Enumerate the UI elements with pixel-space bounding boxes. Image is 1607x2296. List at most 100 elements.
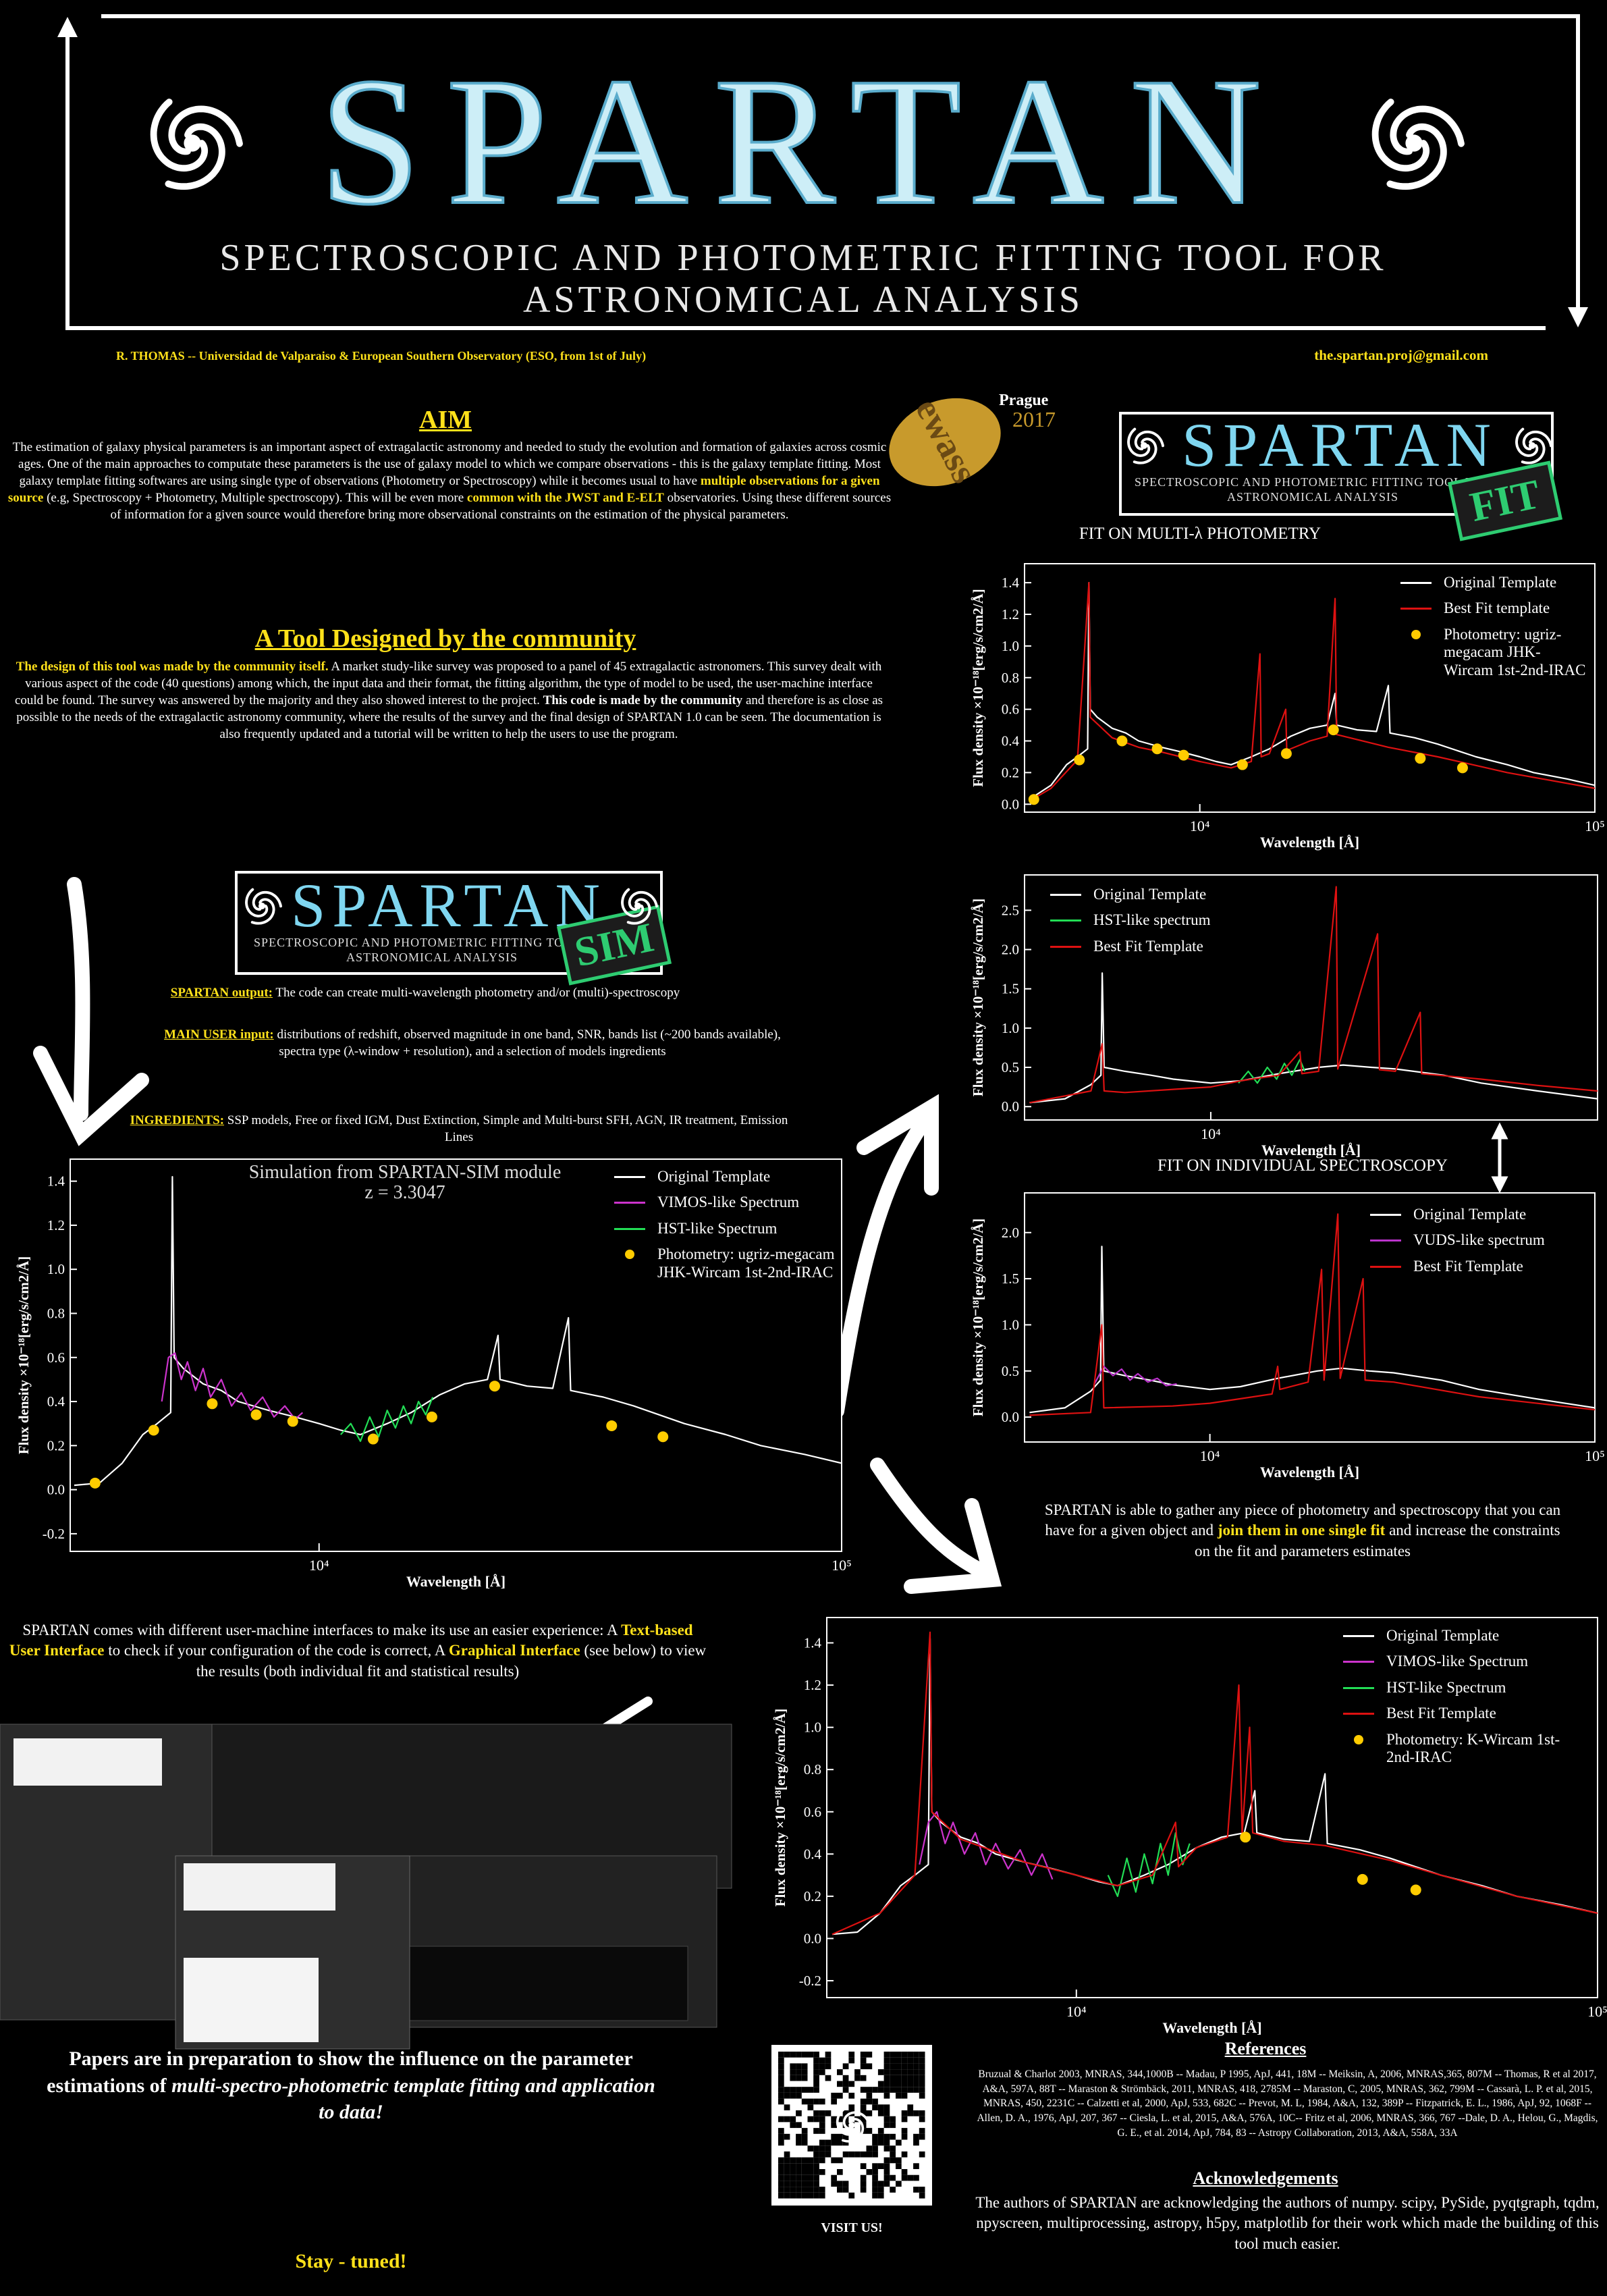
qr-module bbox=[784, 2116, 790, 2123]
y-tick-label: 0.4 bbox=[47, 1393, 65, 1410]
legend-item: HST-like Spectrum bbox=[1343, 1679, 1566, 1697]
y-tick-label: 0.8 bbox=[804, 1761, 821, 1778]
x-axis-label: Wavelength [Å] bbox=[1260, 834, 1359, 851]
legend-item: Photometry: K-Wircam 1st-2nd-IRAC bbox=[1343, 1731, 1566, 1767]
qr-module bbox=[877, 2104, 884, 2110]
y-tick-label: 0.4 bbox=[1002, 733, 1020, 749]
legend-swatch bbox=[614, 1227, 645, 1230]
spiral-icon bbox=[1515, 427, 1552, 464]
qr-module bbox=[825, 2151, 832, 2158]
qr-module bbox=[907, 2069, 914, 2075]
qr-module bbox=[896, 2069, 902, 2075]
qr-module bbox=[883, 2181, 890, 2187]
qr-module bbox=[796, 2092, 802, 2099]
qr-module bbox=[819, 2139, 825, 2146]
spectrum-line bbox=[1238, 1059, 1306, 1084]
legend-swatch bbox=[614, 1202, 645, 1204]
qr-module bbox=[866, 2128, 873, 2134]
qr-module bbox=[813, 2063, 819, 2070]
qr-module bbox=[796, 2157, 802, 2164]
series-group bbox=[832, 1631, 1598, 1935]
poster-subtitle: ASTRONOMICAL ANALYSIS bbox=[523, 279, 1083, 321]
qr-module bbox=[790, 2157, 796, 2164]
text-run: The design of this tool was made by the … bbox=[16, 660, 329, 674]
qr-module bbox=[801, 2128, 808, 2134]
qr-module bbox=[801, 2087, 808, 2093]
legend: Original Template VIMOS-like Spectrum HST-… bbox=[1343, 1627, 1566, 1775]
legend: Original Template VUDS-like spectrum Best … bbox=[1370, 1206, 1586, 1283]
photometry-point bbox=[148, 1424, 159, 1436]
photometry-point bbox=[1240, 1832, 1251, 1843]
qr-module bbox=[778, 2157, 784, 2164]
qr-module bbox=[784, 2151, 790, 2158]
photometry-point bbox=[1357, 1873, 1368, 1885]
qr-module bbox=[890, 2063, 896, 2070]
y-tick-label: 1.0 bbox=[804, 1719, 821, 1736]
legend-label: HST-like Spectrum bbox=[1386, 1678, 1506, 1696]
qr-module bbox=[919, 2057, 925, 2064]
qr-module bbox=[890, 2174, 896, 2181]
qr-module bbox=[872, 2104, 878, 2110]
email: the.spartan.proj@gmail.com bbox=[1314, 347, 1488, 363]
qr-module bbox=[896, 2157, 902, 2164]
text-run: Papers are in preparation to show the in… bbox=[47, 2048, 633, 2097]
y-axis-label: Flux density ×10⁻¹⁸[erg/s/cm2/Å] bbox=[772, 1709, 788, 1906]
spiral-core bbox=[634, 902, 642, 910]
qr-module bbox=[807, 2145, 814, 2152]
chart: -0.2 0.0 0.2 0.4 0.6 0.8 1.0 1.2 1.4 10⁴ 10⁵ Wavele… bbox=[772, 1617, 1607, 2036]
qr-module bbox=[890, 2145, 896, 2152]
qr-module bbox=[907, 2104, 914, 2110]
y-tick-label: -0.2 bbox=[43, 1526, 65, 1542]
qr-caption: VISIT US! bbox=[821, 2220, 882, 2235]
section-title: AIM bbox=[418, 406, 472, 434]
y-tick-label: 0.0 bbox=[1002, 1409, 1019, 1425]
qr-module bbox=[825, 2057, 832, 2064]
spiral-arm bbox=[1133, 437, 1157, 464]
legend-label: Original Template bbox=[1093, 886, 1207, 903]
qr-module bbox=[813, 2075, 819, 2081]
chart: -0.2 0.0 0.2 0.4 0.6 0.8 1.0 1.2 1.4 10⁴ 10⁵ Wavele… bbox=[16, 1158, 852, 1590]
photometry-point bbox=[1074, 754, 1085, 766]
qr-module bbox=[784, 2174, 790, 2181]
qr-module bbox=[896, 2087, 902, 2093]
series-group bbox=[1029, 886, 1598, 1104]
qr-module bbox=[784, 2169, 790, 2175]
qr-module bbox=[848, 2052, 855, 2058]
spiral-arm bbox=[168, 105, 243, 155]
qr-module bbox=[860, 2110, 867, 2116]
photometry-point bbox=[250, 1409, 262, 1420]
qr-module bbox=[877, 2110, 884, 2116]
qr-module bbox=[819, 2057, 825, 2064]
y-tick-label: 2.0 bbox=[1002, 1225, 1019, 1241]
spectrum-line bbox=[832, 1631, 1598, 1935]
y-tick-label: 1.0 bbox=[1002, 1316, 1019, 1333]
legend: Original Template Best Fit template Photom… bbox=[1400, 574, 1589, 687]
qr-module bbox=[837, 2139, 843, 2146]
qr-module bbox=[896, 2181, 902, 2187]
legend-swatch bbox=[1370, 1239, 1401, 1242]
qr-module bbox=[883, 2169, 890, 2175]
y-tick-label: 2.5 bbox=[1002, 902, 1019, 918]
legend-item: VUDS-like spectrum bbox=[1370, 1231, 1586, 1249]
qr-module bbox=[819, 2187, 825, 2193]
qr-module bbox=[837, 2181, 843, 2187]
qr-module bbox=[842, 2187, 849, 2193]
spiral-icon bbox=[150, 99, 243, 190]
legend-swatch bbox=[1343, 1661, 1374, 1663]
y-tick-label: 1.2 bbox=[47, 1217, 65, 1233]
qr-module bbox=[778, 2139, 784, 2146]
qr-module bbox=[790, 2075, 796, 2081]
qr-module bbox=[778, 2087, 784, 2093]
qr-module bbox=[831, 2174, 837, 2181]
qr-module bbox=[796, 2163, 802, 2169]
qr-module bbox=[860, 2087, 867, 2093]
y-axis-label: Flux density ×10⁻¹⁸[erg/s/cm2/Å] bbox=[16, 1256, 32, 1454]
qr-module bbox=[778, 2192, 784, 2199]
qr-module bbox=[842, 2075, 849, 2081]
photometry-point bbox=[1415, 753, 1426, 764]
legend-label: VUDS-like spectrum bbox=[1413, 1231, 1545, 1249]
qr-module bbox=[890, 2069, 896, 2075]
y-tick-label: 0.5 bbox=[1002, 1059, 1019, 1075]
logo-subtitle: ASTRONOMICAL ANALYSIS bbox=[346, 951, 518, 964]
qr-module bbox=[778, 2174, 784, 2181]
